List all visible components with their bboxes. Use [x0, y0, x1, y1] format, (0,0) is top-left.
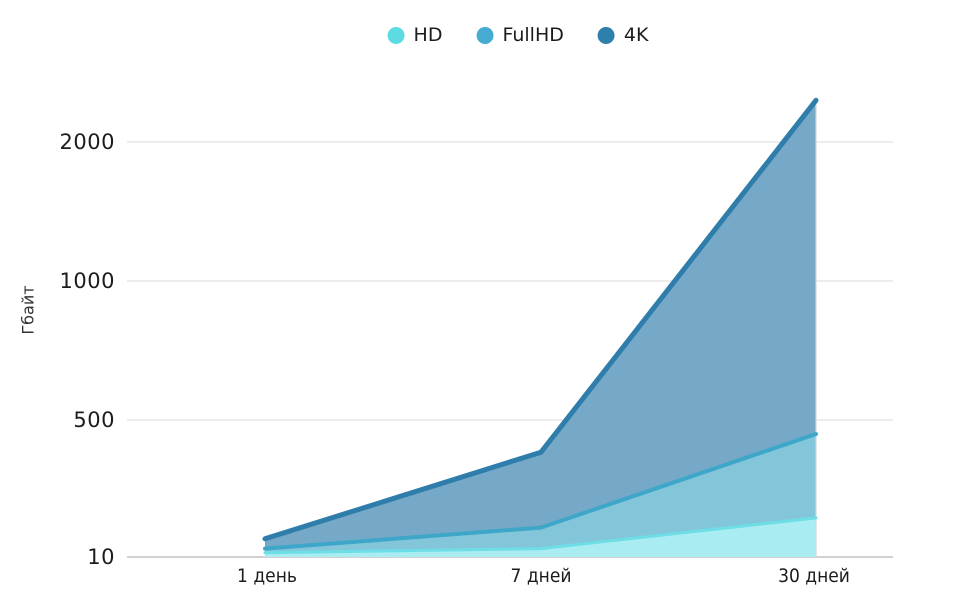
series-line-hd [263, 516, 818, 555]
x-tick-1-day: 1 день [237, 565, 297, 587]
chart-legend: HD FullHD 4K [387, 24, 649, 46]
area-fill-4k [265, 100, 816, 558]
y-tick-10: 10 [87, 545, 115, 569]
y-axis-title: Гбайт [18, 285, 38, 335]
series-line-4k [262, 97, 819, 542]
area-fill-hd [265, 517, 816, 557]
x-tick-7-days: 7 дней [510, 565, 572, 587]
hd-series-dot-icon [387, 27, 405, 44]
fourk-series-dot-icon [597, 27, 615, 44]
fullhd-series-dot-icon [476, 27, 494, 44]
series-line-fullhd [263, 432, 818, 551]
y-tick-1000: 1000 [59, 269, 115, 293]
legend-item-fullhd[interactable]: FullHD [476, 24, 564, 46]
legend-item-hd[interactable]: HD [387, 24, 443, 46]
y-tick-2000: 2000 [59, 130, 115, 154]
legend-label-4k: 4K [623, 24, 649, 46]
area-fill-fullhd [265, 434, 816, 557]
y-tick-500: 500 [73, 408, 115, 432]
legend-label-fullhd: FullHD [502, 24, 564, 46]
legend-item-4k[interactable]: 4K [597, 24, 649, 46]
x-tick-30-days: 30 дней [778, 565, 850, 587]
legend-label-hd: HD [413, 24, 443, 46]
